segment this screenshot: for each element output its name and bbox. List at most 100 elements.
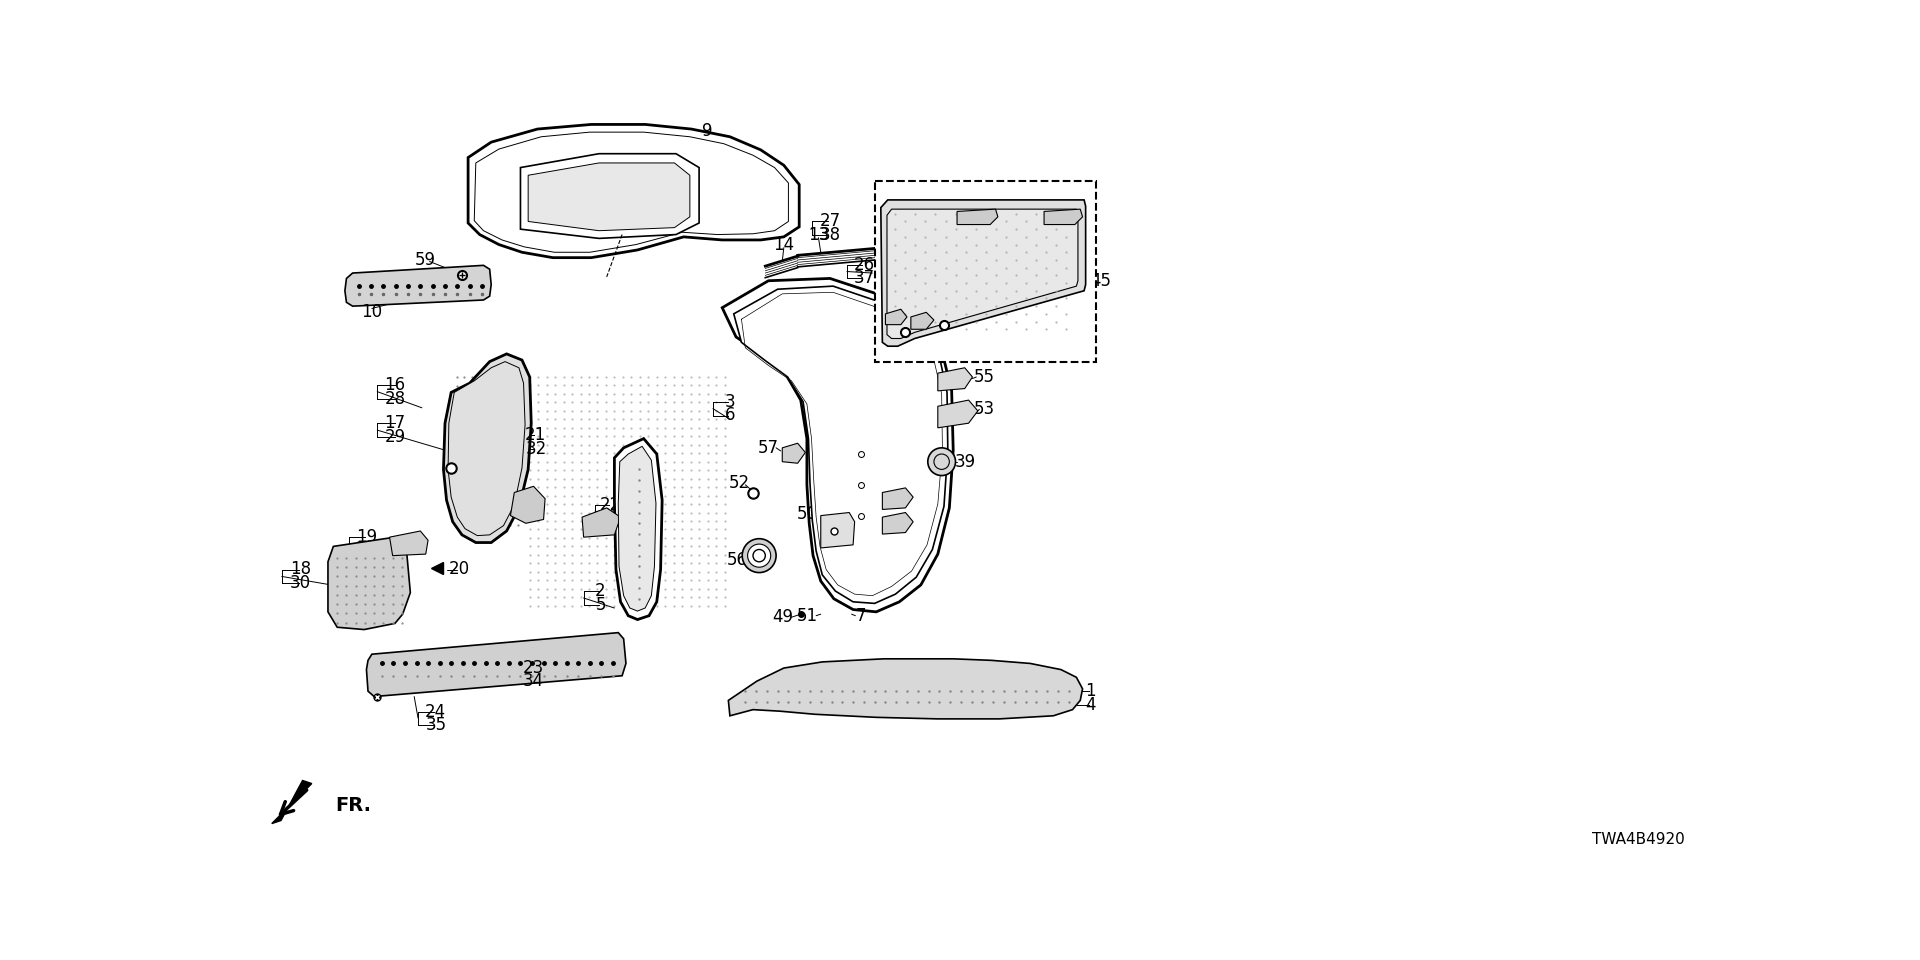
Text: 50: 50 [797, 505, 818, 523]
Text: 14: 14 [774, 235, 795, 253]
Polygon shape [881, 200, 1085, 347]
Text: 58: 58 [1012, 305, 1033, 323]
Text: 39: 39 [954, 453, 975, 470]
Text: 44: 44 [914, 305, 935, 323]
Polygon shape [910, 265, 937, 278]
Polygon shape [582, 508, 620, 538]
Text: 53: 53 [973, 400, 995, 419]
Polygon shape [273, 780, 311, 824]
Polygon shape [781, 444, 804, 464]
Text: 37: 37 [852, 270, 874, 287]
Polygon shape [887, 209, 1077, 339]
Text: 55: 55 [973, 368, 995, 386]
Polygon shape [346, 265, 492, 306]
Polygon shape [885, 309, 906, 324]
Polygon shape [728, 659, 1083, 719]
Polygon shape [468, 125, 799, 257]
Polygon shape [474, 132, 789, 252]
Polygon shape [820, 513, 854, 548]
Text: 43: 43 [941, 258, 962, 276]
Polygon shape [520, 154, 699, 238]
Polygon shape [511, 487, 545, 523]
Text: 38: 38 [820, 226, 841, 244]
Text: 46: 46 [968, 189, 989, 207]
Text: 56: 56 [728, 551, 749, 569]
Text: 29: 29 [384, 428, 405, 446]
Polygon shape [910, 312, 933, 329]
Text: 19: 19 [355, 528, 376, 546]
Polygon shape [722, 278, 952, 612]
Polygon shape [444, 354, 532, 542]
Text: 32: 32 [526, 440, 547, 458]
Text: 17: 17 [384, 414, 405, 432]
Text: 6: 6 [724, 406, 735, 424]
Polygon shape [937, 400, 977, 428]
Polygon shape [1044, 209, 1083, 225]
Polygon shape [367, 633, 626, 697]
Text: 28: 28 [384, 390, 405, 408]
Text: 5: 5 [595, 596, 607, 614]
Circle shape [747, 544, 770, 567]
Text: 58: 58 [881, 321, 902, 338]
Text: 52: 52 [728, 474, 749, 492]
Bar [876, 180, 1096, 362]
Text: 51: 51 [797, 607, 818, 625]
Text: 3: 3 [724, 393, 735, 411]
Polygon shape [390, 531, 428, 556]
Text: TWA4B4920: TWA4B4920 [1592, 831, 1684, 847]
Text: 8: 8 [856, 536, 866, 554]
Polygon shape [618, 446, 657, 612]
Text: 34: 34 [522, 672, 543, 690]
Text: 26: 26 [852, 256, 874, 275]
Polygon shape [883, 513, 914, 534]
Text: 58: 58 [956, 345, 977, 363]
Text: 12: 12 [966, 204, 987, 223]
Text: 45: 45 [1091, 272, 1112, 290]
Text: 41: 41 [935, 331, 956, 349]
Polygon shape [614, 439, 662, 619]
Text: 35: 35 [424, 716, 445, 734]
Text: 31: 31 [355, 540, 376, 559]
Text: 22: 22 [599, 495, 622, 514]
Text: 36: 36 [947, 305, 968, 324]
Text: FR.: FR. [336, 796, 372, 815]
Text: 15: 15 [904, 204, 925, 223]
Text: 57: 57 [758, 439, 780, 457]
Text: 40: 40 [866, 310, 887, 328]
Text: 58: 58 [979, 331, 1000, 349]
Text: 30: 30 [290, 574, 311, 592]
Polygon shape [528, 163, 689, 230]
Text: 20: 20 [447, 561, 468, 579]
Text: 13: 13 [808, 226, 829, 244]
Polygon shape [328, 538, 411, 630]
Text: 23: 23 [522, 660, 543, 677]
Text: 54: 54 [914, 512, 935, 529]
Text: 27: 27 [820, 212, 841, 230]
Text: 1: 1 [1085, 683, 1096, 700]
Circle shape [927, 447, 956, 475]
Text: 4: 4 [1085, 696, 1096, 714]
Text: 11: 11 [1069, 206, 1091, 225]
Polygon shape [447, 362, 524, 536]
Text: 16: 16 [384, 375, 405, 394]
Text: 54: 54 [914, 485, 935, 503]
Polygon shape [733, 286, 948, 604]
Text: 58: 58 [943, 308, 964, 326]
Polygon shape [883, 488, 914, 510]
Polygon shape [960, 335, 983, 348]
Circle shape [743, 539, 776, 572]
Polygon shape [956, 209, 998, 225]
Text: 18: 18 [290, 561, 311, 579]
Text: 59: 59 [415, 251, 436, 269]
Text: 33: 33 [599, 508, 622, 526]
Text: 7: 7 [856, 607, 866, 625]
Text: 24: 24 [424, 703, 445, 721]
Text: 49: 49 [772, 609, 793, 626]
Polygon shape [879, 192, 1092, 354]
Text: 47: 47 [480, 485, 501, 503]
Polygon shape [937, 368, 972, 391]
Text: 46: 46 [1050, 189, 1071, 207]
Text: 10: 10 [361, 303, 382, 322]
Text: 25: 25 [947, 293, 968, 310]
Text: 2: 2 [595, 582, 607, 600]
